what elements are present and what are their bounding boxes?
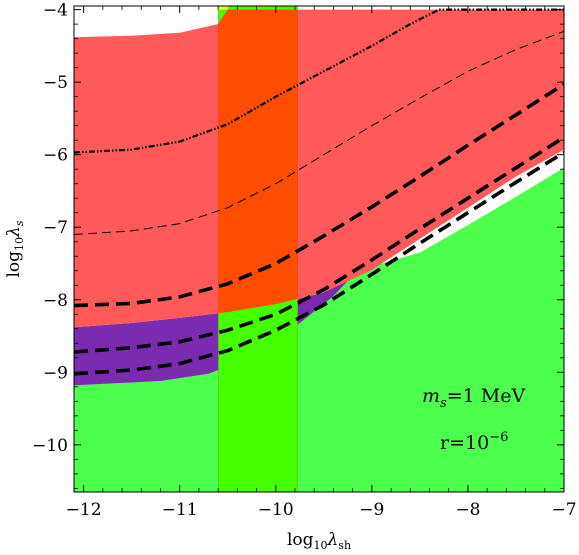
x-tick-label: −7 <box>551 500 576 520</box>
y-tick-label: −10 <box>32 436 68 456</box>
curve-2 <box>74 30 564 235</box>
x-tick-label: −9 <box>359 500 384 520</box>
yellow-sliver <box>218 6 228 10</box>
red-region <box>74 9 564 328</box>
vertical-band <box>218 6 298 492</box>
green-region <box>74 167 564 492</box>
curve-4 <box>74 135 564 354</box>
x-tick-label: −8 <box>455 500 480 520</box>
curves-layer <box>74 8 564 376</box>
ticks-layer: −12 −11 −10 −9 −8 −7 −10 −9 −8 −7 −6 −5 −4 <box>32 1 576 520</box>
x-tick-label: −10 <box>258 500 294 520</box>
purple-region <box>74 270 358 386</box>
x-axis-label: log10λsh <box>287 530 351 552</box>
y-tick-label: −6 <box>43 146 68 166</box>
curve-1 <box>74 8 564 154</box>
vertical-band-upper <box>218 9 298 314</box>
y-axis-label: log10λs <box>4 220 26 277</box>
y-tick-label: −9 <box>43 363 68 383</box>
curve-5 <box>74 150 564 376</box>
curve-3 <box>74 82 564 308</box>
y-tick-label: −7 <box>43 218 68 238</box>
mass-annotation: ms=1 MeV <box>422 385 525 411</box>
regions-layer <box>74 6 564 492</box>
ratio-annotation: r=10−6 <box>440 430 508 454</box>
y-tick-label: −4 <box>43 1 68 21</box>
y-tick-label: −8 <box>43 291 68 311</box>
x-tick-label: −11 <box>162 500 198 520</box>
plot-frame <box>73 5 565 493</box>
y-tick-label: −5 <box>43 73 68 93</box>
x-tick-label: −12 <box>66 500 102 520</box>
